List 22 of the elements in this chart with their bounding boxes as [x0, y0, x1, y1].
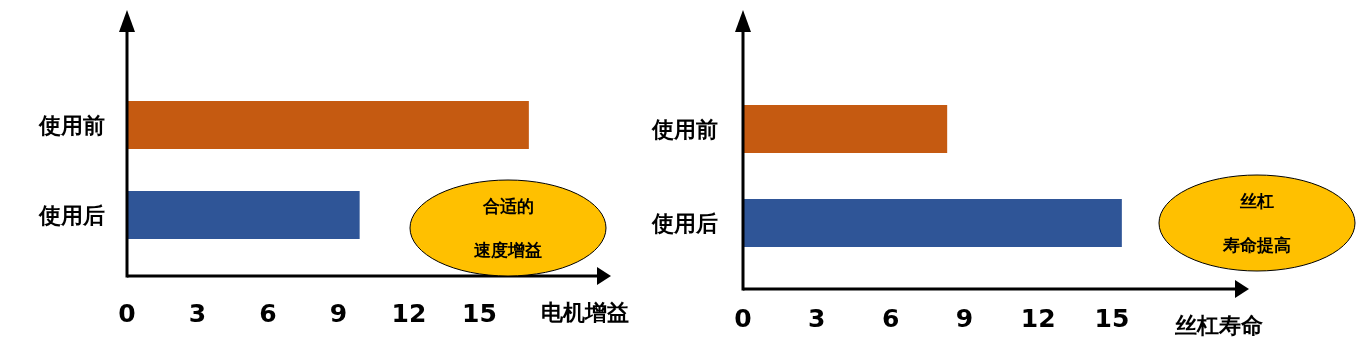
y-tick-label: 使用前	[38, 113, 105, 138]
x-tick-label: 0	[734, 304, 752, 333]
x-tick-label: 3	[188, 299, 207, 328]
x-axis-title: 电机增益	[541, 300, 629, 325]
x-tick-label: 9	[955, 304, 974, 333]
x-tick-label: 3	[808, 304, 826, 333]
x-tick-label: 12	[391, 299, 427, 328]
x-tick-label: 12	[1020, 304, 1056, 333]
annotation: 合适的	[481, 197, 534, 216]
y-tick-label: 使用后	[38, 203, 105, 228]
annotation: 速度增益	[474, 241, 542, 260]
y-tick-label: 使用前	[651, 117, 718, 142]
x-axis-title: 丝杠寿命	[1174, 313, 1263, 338]
x-tick-label: 0	[118, 299, 136, 328]
text: 丝杠	[1239, 192, 1274, 211]
x-tick-label: 15	[462, 299, 497, 328]
x-tick-label: 6	[881, 304, 900, 333]
y-tick-label: 使用后	[651, 211, 718, 236]
x-tick-label: 15	[1094, 304, 1130, 333]
x-tick-label: 6	[259, 299, 277, 328]
x-tick-label: 9	[329, 299, 348, 328]
annotation: 寿命提高	[1222, 236, 1291, 255]
